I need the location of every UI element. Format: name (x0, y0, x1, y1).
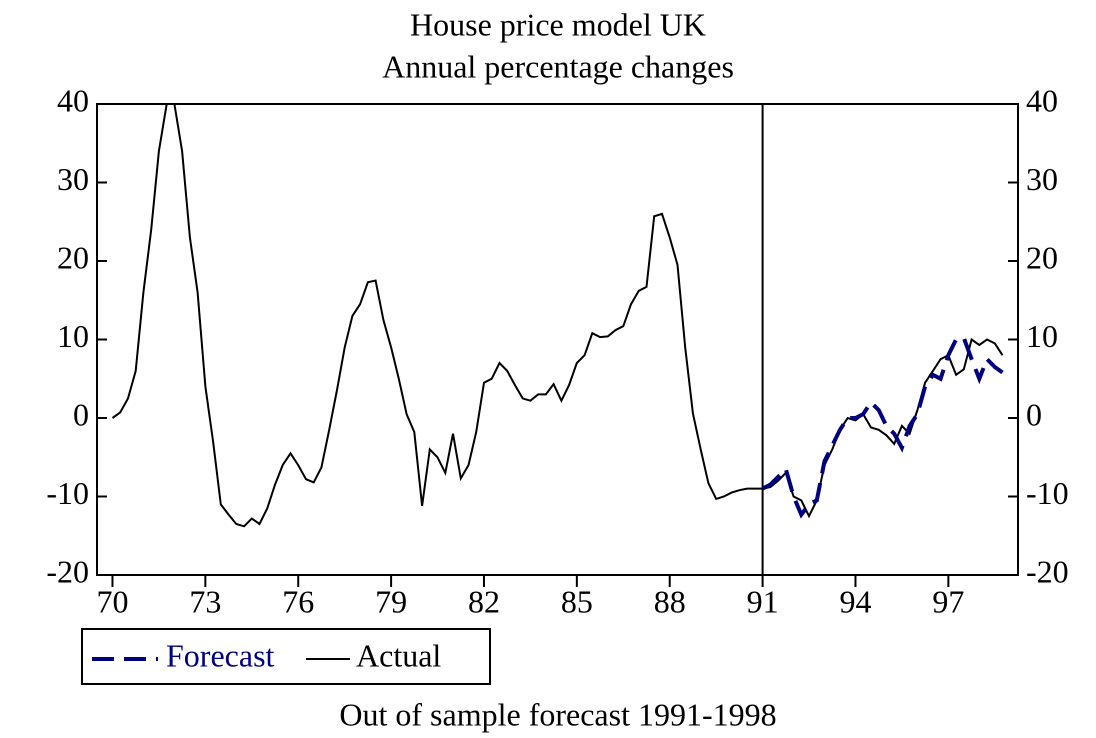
x-tick-label: 82 (468, 583, 500, 619)
y2-tick-label: 30 (1026, 161, 1058, 197)
x-tick-label: 85 (561, 583, 593, 619)
series-line (761, 335, 1004, 519)
series-line (111, 103, 1004, 528)
x-tick-label: 88 (654, 583, 686, 619)
plot-frame (96, 103, 1019, 576)
x-tick-label: 97 (932, 583, 964, 619)
y-tick-label: 10 (57, 318, 89, 354)
x-tick-label: 73 (189, 583, 221, 619)
chart-subtitle: Annual percentage changes (382, 48, 734, 84)
y2-tick-label: -10 (1026, 475, 1069, 511)
x-tick-label: 91 (747, 583, 779, 619)
x-tick-label: 94 (839, 583, 871, 619)
legend-label: Actual (356, 637, 441, 673)
y-tick-label: 40 (57, 82, 89, 118)
x-tick-label: 70 (96, 583, 128, 619)
chart-title: House price model UK (410, 6, 706, 42)
y2-tick-label: 20 (1026, 239, 1058, 275)
legend-box (81, 628, 491, 685)
x-tick-label: 76 (282, 583, 314, 619)
y2-tick-label: 0 (1026, 396, 1042, 432)
y-tick-label: -10 (46, 475, 89, 511)
y2-tick-label: 10 (1026, 318, 1058, 354)
x-tick-label: 79 (375, 583, 407, 619)
y2-tick-label: 40 (1026, 82, 1058, 118)
y-tick-label: 30 (57, 161, 89, 197)
y-tick-label: 20 (57, 239, 89, 275)
y-tick-label: -20 (46, 553, 89, 589)
caption: Out of sample forecast 1991-1998 (339, 696, 776, 732)
y2-tick-label: -20 (1026, 553, 1069, 589)
y-tick-label: 0 (73, 396, 89, 432)
legend-label: Forecast (166, 637, 275, 673)
